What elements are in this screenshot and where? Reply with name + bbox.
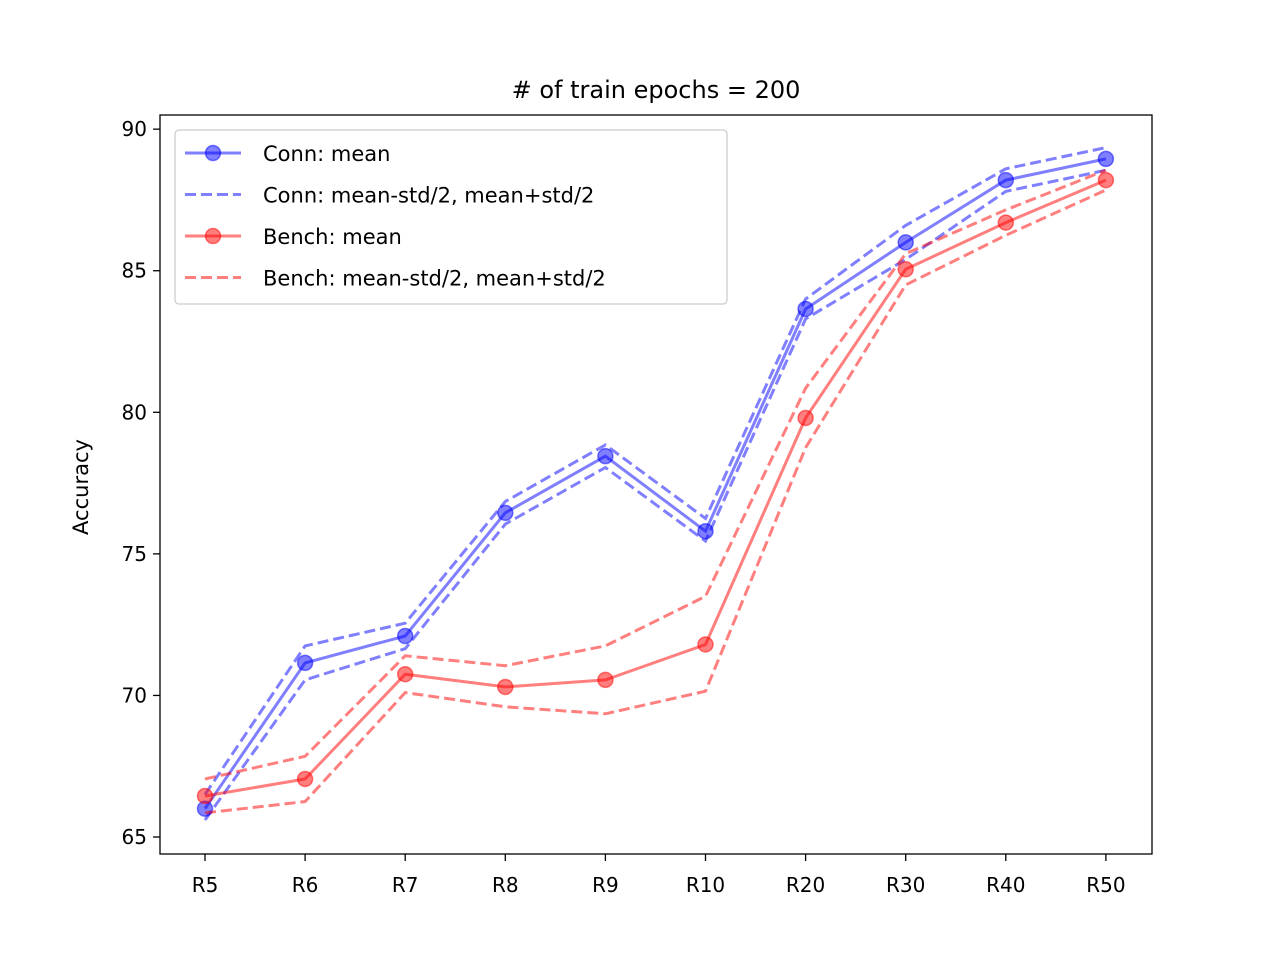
x-tick-label: R40 [986,873,1025,897]
conn-mean-point [597,447,614,465]
chart-title: # of train epochs = 200 [512,76,801,104]
legend-swatch-marker [204,227,222,245]
conn-upper-line [203,146,1107,796]
conn-mean-point [396,627,414,645]
conn-mean-point [497,504,514,522]
x-tick-label: R6 [292,873,319,897]
conn-mean-point [897,234,914,251]
y-tick-label: 80 [122,400,147,424]
x-tick-label: R5 [192,873,219,897]
conn-mean-line [203,157,1107,810]
x-axis: R5 R6 R7 R8 R9 R10 R20 R30 R40 R50 [192,854,1126,897]
x-tick-label: R50 [1086,873,1125,897]
bench-mean-point [1097,171,1115,189]
conn-mean-point [1097,150,1115,168]
legend-box [174,129,728,305]
conn-mean-point [697,522,714,540]
x-tick-label: R30 [886,873,925,897]
bench-mean-point [296,770,314,788]
bench-mean-point [697,636,714,653]
y-tick-label: 65 [122,825,147,849]
bench-lower-line [204,188,1107,815]
y-tick-label: 85 [122,259,147,283]
bench-mean-point [497,678,514,696]
y-axis-label: Accuracy [69,439,93,535]
y-tick-label: 75 [122,542,147,566]
plot-marks [196,146,1115,821]
bench-mean-point [997,214,1015,231]
x-tick-label: R20 [786,873,825,897]
conn-mean-point [997,171,1015,189]
legend-label: Conn: mean-std/2, mean+std/2 [263,184,594,208]
y-tick-label: 70 [122,683,147,707]
x-tick-label: R7 [392,873,419,897]
bench-mean-point [396,665,414,683]
conn-mean-point [296,654,314,672]
plot-frame [159,114,1153,855]
y-tick-label: 90 [122,117,147,141]
legend-label: Bench: mean-std/2, mean+std/2 [263,267,606,291]
legend-swatch-marker [204,144,222,162]
bench-mean-point [196,787,214,805]
conn-lower-line [203,168,1107,821]
x-tick-label: R10 [686,873,725,897]
x-tick-label: R9 [592,873,619,897]
legend-label: Conn: mean [263,142,390,166]
bench-mean-point [897,261,914,278]
bench-mean-line [204,178,1107,798]
bench-mean-point [597,671,614,689]
legend: Conn: mean Conn: mean-std/2, mean+std/2 Be… [174,129,728,305]
bench-mean-point [797,409,814,427]
bench-upper-line [204,168,1107,781]
conn-mean-point [797,300,814,318]
x-tick-label: R8 [492,873,519,897]
legend-label: Bench: mean [263,225,402,249]
y-axis: 65 70 75 80 85 90 [122,117,160,849]
